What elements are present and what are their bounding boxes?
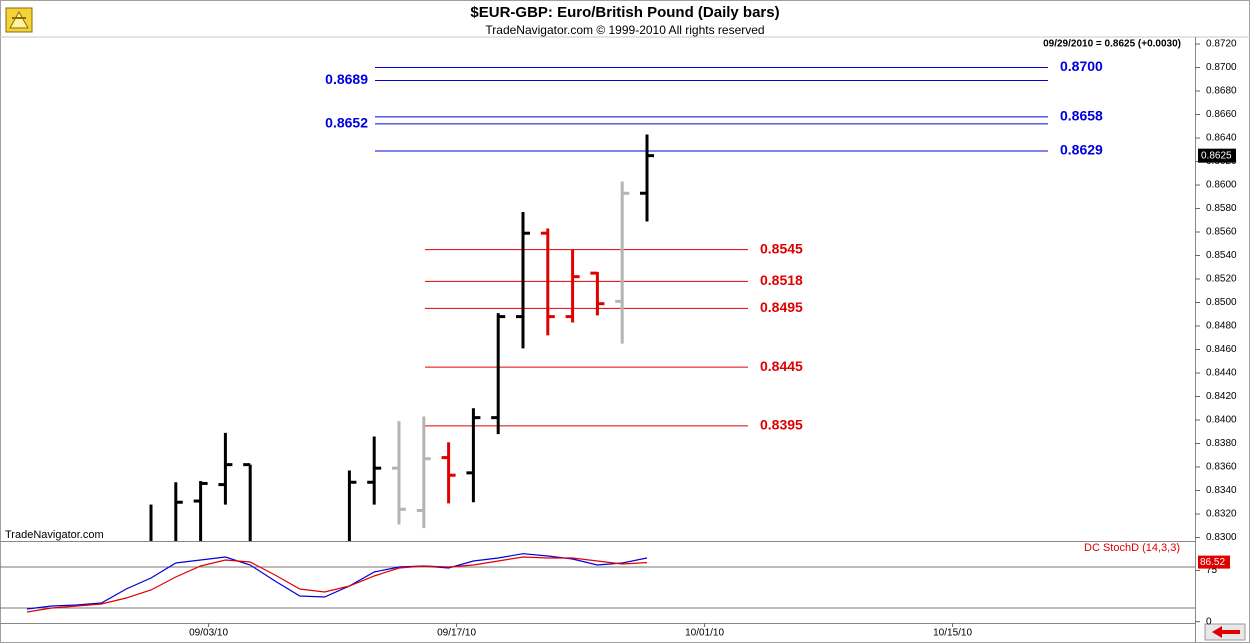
y-tick-label: 0.8660 xyxy=(1206,109,1237,120)
y-tick-label: 0.8720 xyxy=(1206,39,1237,50)
x-tick-label: 09/03/10 xyxy=(189,628,228,639)
y-tick-label: 0.8300 xyxy=(1206,532,1237,543)
y-tick-label: 0.8420 xyxy=(1206,391,1237,402)
y-tick-label: 0.8640 xyxy=(1206,133,1237,144)
last-value-label: 86.52 xyxy=(1200,557,1225,568)
y-tick-label: 0.8560 xyxy=(1206,227,1237,238)
watermark: TradeNavigator.com xyxy=(5,529,104,541)
y-tick-label: 0.8360 xyxy=(1206,462,1237,473)
chart-subtitle: TradeNavigator.com © 1999-2010 All right… xyxy=(485,23,764,37)
x-tick-label: 09/17/10 xyxy=(437,628,476,639)
level-label: 0.8652 xyxy=(325,115,368,131)
logo xyxy=(5,7,33,33)
y-tick-label: 0.8460 xyxy=(1206,344,1237,355)
y-tick-label: 0.8600 xyxy=(1206,180,1237,191)
last-price-box xyxy=(1198,148,1236,163)
level-label: 0.8689 xyxy=(325,71,368,87)
x-tick-label: 10/01/10 xyxy=(685,628,724,639)
indicator-line xyxy=(26,553,648,610)
chart-title: $EUR-GBP: Euro/British Pound (Daily bars… xyxy=(470,4,779,21)
y-tick-label: 0.8500 xyxy=(1206,297,1237,308)
last-price-label: 0.8625 xyxy=(1201,150,1232,161)
level-label: 0.8545 xyxy=(760,240,803,256)
y-tick-label: 0.8700 xyxy=(1206,62,1237,73)
header-quote: 09/29/2010 = 0.8625 (+0.0030) xyxy=(1043,39,1181,50)
y-tick-label: 0 xyxy=(1206,616,1212,627)
level-label: 0.8395 xyxy=(760,417,803,433)
y-tick-label: 0.8680 xyxy=(1206,86,1237,97)
indicator-line xyxy=(26,556,648,613)
y-tick-label: 0.8340 xyxy=(1206,485,1237,496)
price-bars xyxy=(149,134,654,541)
x-tick-label: 10/15/10 xyxy=(933,628,972,639)
level-label: 0.8445 xyxy=(760,358,803,374)
y-tick-label: 0.8400 xyxy=(1206,415,1237,426)
y-tick-label: 0.8440 xyxy=(1206,368,1237,379)
y-tick-label: 0.8320 xyxy=(1206,509,1237,520)
y-tick-label: 0.8520 xyxy=(1206,274,1237,285)
level-label: 0.8495 xyxy=(760,299,803,315)
y-tick-label: 0.8540 xyxy=(1206,250,1237,261)
indicator-title: DC StochD (14,3,3) xyxy=(1084,542,1180,554)
nav-arrow[interactable] xyxy=(1204,623,1246,641)
level-label: 0.8629 xyxy=(1060,142,1103,158)
level-label: 0.8700 xyxy=(1060,58,1103,74)
y-tick-label: 0.8580 xyxy=(1206,203,1237,214)
level-label: 0.8658 xyxy=(1060,108,1103,124)
last-value-box xyxy=(1198,555,1230,569)
y-tick-label: 0.8380 xyxy=(1206,438,1237,449)
y-tick-label: 0.8480 xyxy=(1206,321,1237,332)
level-label: 0.8518 xyxy=(760,272,803,288)
y-tick-label: 75 xyxy=(1206,565,1218,576)
